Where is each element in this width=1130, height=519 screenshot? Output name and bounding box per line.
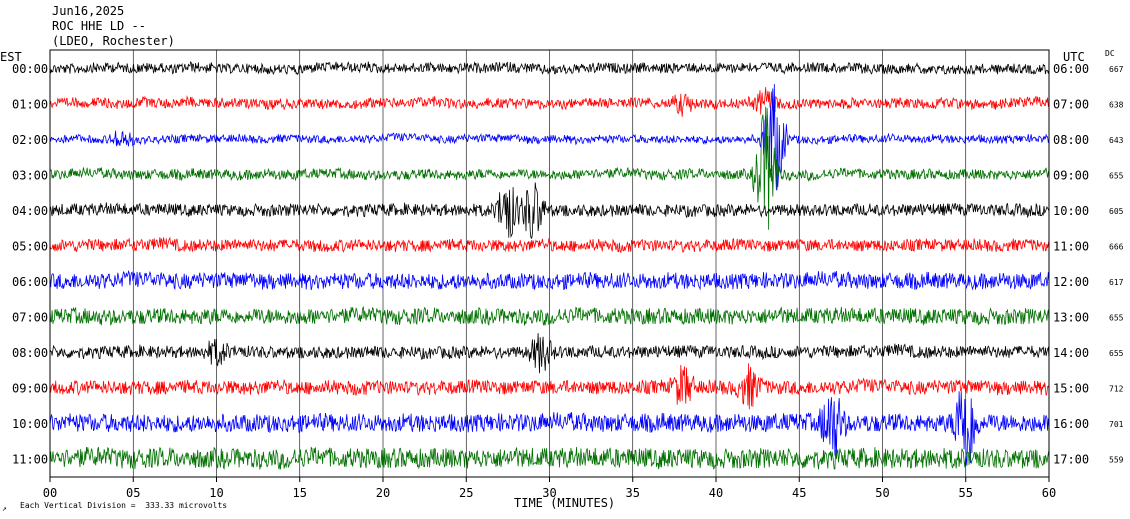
x-axis-title: TIME (MINUTES) xyxy=(514,496,615,510)
utc-label: UTC xyxy=(1063,50,1085,64)
utc-hour-label: 11:00 xyxy=(1053,240,1089,254)
est-hour-label: 09:00 xyxy=(12,382,48,396)
trace-0700 xyxy=(49,305,1050,326)
dc-value: 655 xyxy=(1109,349,1124,358)
row-labels: 00:00 06:00 667 01:00 07:00 638 02:00 08:00 643 0… xyxy=(12,62,1124,467)
x-tick-label: 30 xyxy=(542,486,556,500)
utc-hour-label: 17:00 xyxy=(1053,453,1089,467)
header-date: Jun16,2025 xyxy=(52,4,125,18)
dc-value: 559 xyxy=(1109,456,1124,465)
trace-0000 xyxy=(49,61,1050,76)
x-axis-ticks: 00 05 10 15 20 25 30 35 40 45 50 55 60 xyxy=(43,477,1056,500)
dc-value: 666 xyxy=(1109,243,1124,252)
dc-value: 655 xyxy=(1109,314,1124,323)
dc-value: 643 xyxy=(1109,136,1124,145)
est-hour-label: 02:00 xyxy=(12,133,48,147)
trace-0600 xyxy=(49,269,1050,291)
est-hour-label: 11:00 xyxy=(12,453,48,467)
dc-value: 701 xyxy=(1109,420,1124,429)
utc-hour-label: 07:00 xyxy=(1053,98,1089,112)
dc-value: 712 xyxy=(1109,385,1124,394)
x-tick-label: 40 xyxy=(709,486,723,500)
utc-hour-label: 09:00 xyxy=(1053,169,1089,183)
seismic-traces xyxy=(49,61,1050,471)
trace-0100 xyxy=(49,87,1050,117)
x-tick-label: 05 xyxy=(126,486,140,500)
x-tick-label: 10 xyxy=(209,486,223,500)
time-gridlines xyxy=(132,50,967,477)
utc-hour-label: 13:00 xyxy=(1053,311,1089,325)
trace-0400 xyxy=(49,182,1050,240)
est-label: EST xyxy=(0,50,22,64)
trace-0900 xyxy=(49,363,1050,410)
est-hour-label: 10:00 xyxy=(12,417,48,431)
x-tick-label: 00 xyxy=(43,486,57,500)
header-network: (LDEO, Rochester) xyxy=(52,34,175,48)
scale-icon: ↗ xyxy=(2,504,7,513)
trace-0300 xyxy=(49,106,1050,230)
dc-value: 655 xyxy=(1109,172,1124,181)
est-hour-label: 05:00 xyxy=(12,240,48,254)
x-tick-label: 55 xyxy=(959,486,973,500)
est-hour-label: 03:00 xyxy=(12,169,48,183)
footer-note: Each Vertical Division = 333.33 microvol… xyxy=(20,501,227,510)
dc-value: 638 xyxy=(1109,101,1124,110)
trace-0800 xyxy=(49,333,1050,374)
est-hour-label: 08:00 xyxy=(12,346,48,360)
x-tick-label: 50 xyxy=(875,486,889,500)
utc-hour-label: 12:00 xyxy=(1053,275,1089,289)
x-tick-label: 45 xyxy=(792,486,806,500)
est-hour-label: 04:00 xyxy=(12,204,48,218)
dc-value: 617 xyxy=(1109,278,1124,287)
utc-hour-label: 15:00 xyxy=(1053,382,1089,396)
trace-1000 xyxy=(49,391,1050,466)
x-tick-label: 15 xyxy=(293,486,307,500)
utc-hour-label: 06:00 xyxy=(1053,62,1089,76)
est-hour-label: 06:00 xyxy=(12,275,48,289)
x-tick-label: 25 xyxy=(459,486,473,500)
trace-0500 xyxy=(49,236,1050,253)
utc-hour-label: 16:00 xyxy=(1053,417,1089,431)
utc-hour-label: 10:00 xyxy=(1053,204,1089,218)
utc-hour-label: 14:00 xyxy=(1053,346,1089,360)
utc-hour-label: 08:00 xyxy=(1053,133,1089,147)
x-tick-label: 60 xyxy=(1042,486,1056,500)
trace-0200 xyxy=(49,83,1050,191)
est-hour-label: 07:00 xyxy=(12,311,48,325)
est-hour-label: 00:00 xyxy=(12,62,48,76)
dc-value: 605 xyxy=(1109,207,1124,216)
x-tick-label: 20 xyxy=(376,486,390,500)
trace-1100 xyxy=(49,446,1050,471)
est-hour-label: 01:00 xyxy=(12,98,48,112)
dc-label: DC xyxy=(1105,49,1115,58)
header-station: ROC HHE LD -- xyxy=(52,19,146,33)
x-tick-label: 35 xyxy=(626,486,640,500)
dc-value: 667 xyxy=(1109,65,1124,74)
